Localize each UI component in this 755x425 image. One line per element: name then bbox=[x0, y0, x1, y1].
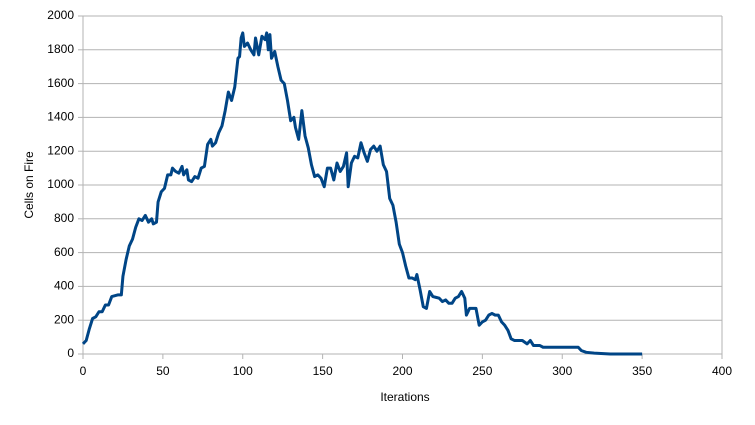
x-tick-label: 300 bbox=[552, 364, 572, 378]
x-tick-label: 100 bbox=[233, 364, 253, 378]
x-tick-label: 250 bbox=[472, 364, 492, 378]
y-tick-label: 1200 bbox=[47, 143, 74, 157]
y-tick-label: 1600 bbox=[47, 76, 74, 90]
data-line bbox=[81, 31, 643, 356]
x-tick-label: 50 bbox=[156, 364, 170, 378]
x-tick-label: 150 bbox=[313, 364, 333, 378]
x-tick-label: 200 bbox=[392, 364, 412, 378]
y-tick-label: 400 bbox=[54, 279, 74, 293]
y-tick-label: 200 bbox=[54, 312, 74, 326]
x-tick-label: 0 bbox=[80, 364, 87, 378]
y-tick-label: 1800 bbox=[47, 42, 74, 56]
x-tick-label: 400 bbox=[712, 364, 732, 378]
x-tick-label: 350 bbox=[632, 364, 652, 378]
y-tick-label: 800 bbox=[54, 211, 74, 225]
y-tick-label: 1400 bbox=[47, 110, 74, 124]
y-axis-title: Cells on Fire bbox=[22, 151, 36, 219]
y-tick-label: 2000 bbox=[47, 8, 74, 22]
x-axis-title: Iterations bbox=[380, 390, 429, 404]
y-tick-label: 600 bbox=[54, 245, 74, 259]
y-tick-label: 0 bbox=[67, 346, 74, 360]
y-tick-label: 1000 bbox=[47, 177, 74, 191]
